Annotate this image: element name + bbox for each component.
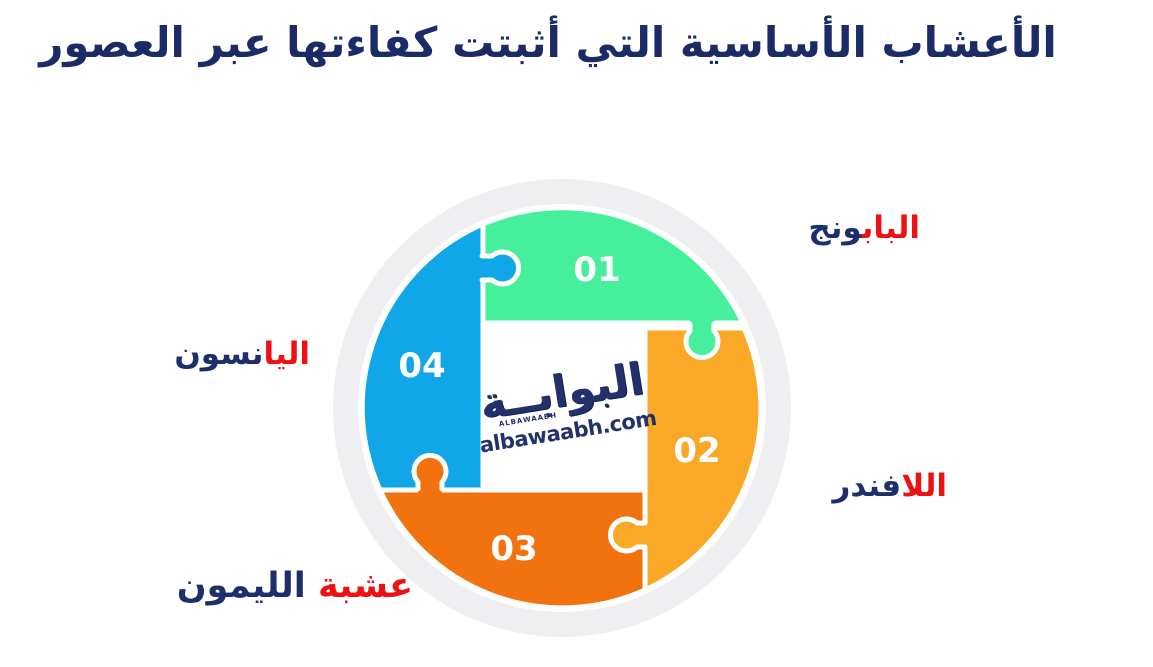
step-number-03: 03: [490, 529, 537, 569]
page-title: الأعشاب الأساسية التي أثبتت كفاءتها عبر …: [39, 18, 1058, 67]
step-number-01: 01: [573, 250, 620, 290]
tab-green-into-orange-outline: [683, 321, 721, 361]
tab-blue-into-green-outline: [479, 249, 522, 287]
herb-label-anise-red: اليا: [263, 336, 310, 372]
puzzle-piece-03-lemongrass: [377, 487, 648, 611]
herb-label-lavender-navy: فندر: [832, 468, 902, 504]
puzzle-piece-02-lavender: [642, 325, 764, 593]
herb-label-lavender-red: اللا: [901, 468, 947, 504]
watermark-logo: البوابــة ALBAWAABH albawaabh.com: [471, 311, 658, 501]
herb-label-chamomile-red: الباب: [861, 210, 920, 246]
herb-label-lemongrass-red: عشبة: [317, 566, 413, 606]
herb-label-lemongrass: عشبة الليمون: [177, 569, 413, 604]
puzzle-piece-04-anise: [359, 221, 486, 493]
tab-lightorange-into-darkorange-fill: [610, 518, 651, 551]
herb-label-lavender: اللافندر: [832, 471, 947, 502]
herb-label-chamomile-navy: ونج: [808, 210, 862, 246]
herb-label-anise-navy: نسون: [174, 336, 264, 372]
step-number-04: 04: [398, 346, 445, 386]
tab-lightorange-into-darkorange-outline: [607, 516, 648, 554]
tab-blue-into-green-fill: [475, 251, 519, 284]
herb-label-chamomile: البابونج: [808, 213, 920, 244]
tab-darkorange-into-blue-outline: [411, 452, 449, 492]
tab-darkorange-into-blue-fill: [414, 455, 446, 496]
step-number-02: 02: [673, 431, 720, 471]
herb-label-anise: اليانسون: [174, 339, 310, 370]
tab-green-into-orange-fill: [685, 317, 718, 358]
herb-label-lemongrass-navy: الليمون: [176, 566, 318, 606]
puzzle-piece-01-chamomile: [480, 205, 746, 326]
